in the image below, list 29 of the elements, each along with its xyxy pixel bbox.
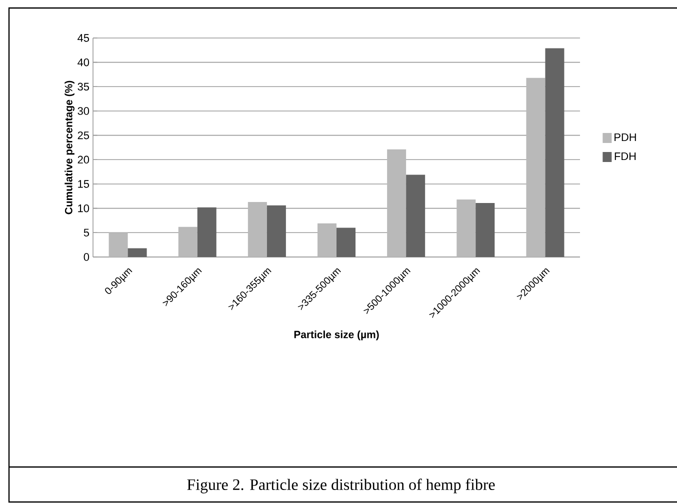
- y-tick-label: 20: [78, 156, 90, 164]
- legend-label: PDH: [614, 133, 636, 141]
- y-tick-label: 35: [78, 82, 90, 91]
- y-tick-label: 10: [78, 204, 90, 212]
- y-tick-label: 5: [84, 228, 90, 236]
- bar: [108, 232, 128, 257]
- bar: [178, 226, 198, 257]
- x-axis-title: Particle size (µm): [294, 330, 379, 340]
- legend-label: FDH: [614, 152, 636, 160]
- y-tick-label: 45: [78, 34, 90, 42]
- bar: [128, 248, 147, 257]
- y-axis-title: Cumulative percentage (%): [64, 80, 74, 214]
- y-tick-label: 15: [78, 180, 90, 188]
- bar: [336, 228, 356, 257]
- bar: [406, 174, 426, 257]
- y-tick-label: 25: [78, 131, 90, 140]
- y-tick-label: 0: [84, 253, 90, 261]
- bar: [197, 207, 216, 257]
- bar: [266, 205, 286, 257]
- bar: [248, 202, 267, 257]
- bar: [318, 223, 337, 257]
- bar: [456, 200, 476, 257]
- bar: [526, 78, 546, 257]
- caption: Figure 2. Particle size distribution of hemp fibre: [187, 478, 495, 494]
- bar: [387, 149, 406, 257]
- y-tick-label: 40: [78, 58, 90, 66]
- bar: [545, 48, 564, 257]
- y-tick-label: 30: [78, 107, 90, 115]
- bar: [476, 202, 495, 257]
